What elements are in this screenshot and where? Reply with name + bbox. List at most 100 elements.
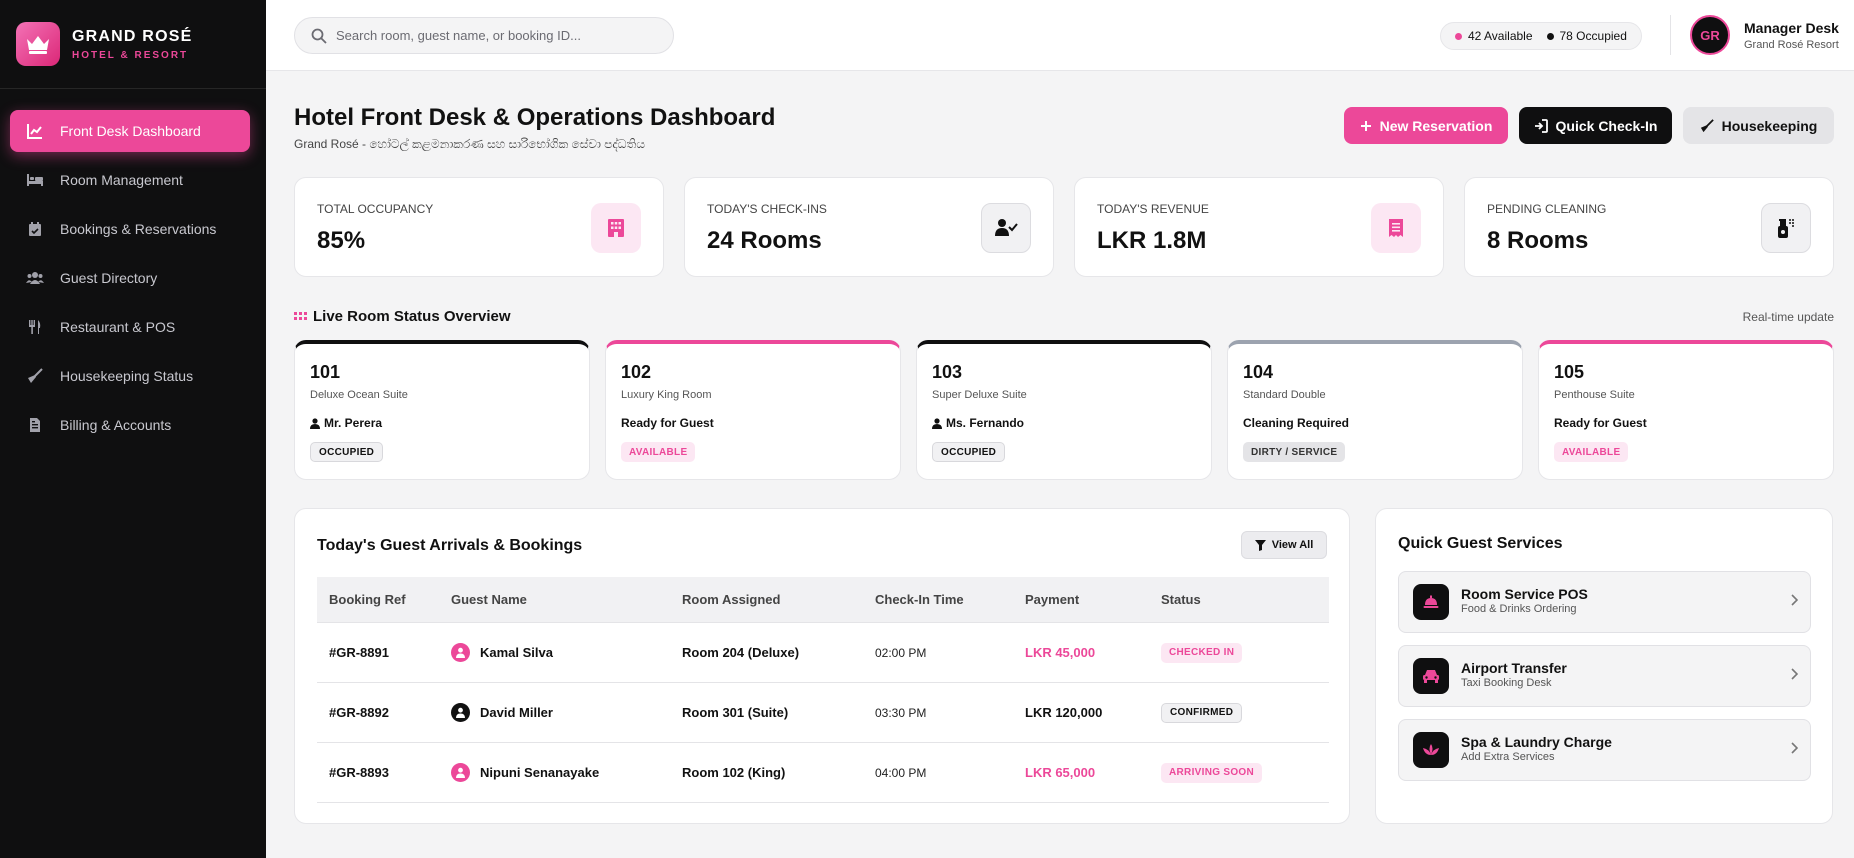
column-header: Room Assigned <box>682 592 781 607</box>
checkin-time: 03:30 PM <box>875 705 927 720</box>
room-number: 104 <box>1243 362 1274 382</box>
stat-label: Pending Cleaning <box>1487 202 1607 216</box>
service-name: Airport Transfer <box>1461 660 1567 676</box>
room-card-103[interactable]: 103 Super Deluxe Suite Ms. Fernando OCCU… <box>916 340 1212 480</box>
stat-value: 24 Rooms <box>707 227 822 254</box>
status-badge: OCCUPIED <box>932 442 1006 462</box>
occupied-count: 78 Occupied <box>1559 29 1627 43</box>
room-info: Ready for Guest <box>1554 416 1647 430</box>
stat-value: LKR 1.8M <box>1097 227 1207 254</box>
sidebar-item-restaurant-pos[interactable]: Restaurant & POS <box>10 306 250 348</box>
column-header: Check-In Time <box>875 592 964 607</box>
guest-name: David Miller <box>480 705 553 720</box>
new-reservation-button[interactable]: New Reservation <box>1344 107 1508 144</box>
room-card-101[interactable]: 101 Deluxe Ocean Suite Mr. Perera OCCUPI… <box>294 340 590 480</box>
hotel-building-icon <box>591 203 641 253</box>
stat-card-checkins: Today's Check-ins 24 Rooms <box>684 177 1054 277</box>
page-subtitle: Grand Rosé - හෝටල් කළමනාකරණ සහ සාරිභෝගික… <box>294 137 645 151</box>
stat-card-revenue: Today's Revenue LKR 1.8M <box>1074 177 1444 277</box>
grid-icon <box>294 312 307 321</box>
user-check-icon <box>981 203 1031 253</box>
sidebar-item-bookings-reservations[interactable]: Bookings & Reservations <box>10 208 250 250</box>
room-card-105[interactable]: 105 Penthouse Suite Ready for Guest AVAI… <box>1538 340 1834 480</box>
payment-amount: LKR 45,000 <box>1025 645 1096 660</box>
room-assigned: Room 204 (Deluxe) <box>682 645 800 660</box>
sidebar-item-guest-directory[interactable]: Guest Directory <box>10 257 250 299</box>
occupied-dot <box>1546 32 1554 40</box>
stat-card-occupancy: Total Occupancy 85% <box>294 177 664 277</box>
chart-line-icon <box>26 122 44 140</box>
booking-ref: #GR-8891 <box>329 645 389 660</box>
view-all-button[interactable]: View All <box>1241 531 1327 559</box>
page-title: Hotel Front Desk & Operations Dashboard <box>294 104 776 131</box>
table-row[interactable]: #GR-8892 David Miller Room 301 (Suite) 0… <box>317 683 1329 743</box>
top-bar: 42 Available 78 Occupied GR Manager Desk… <box>266 0 1854 71</box>
sidebar-item-label: Front Desk Dashboard <box>60 123 201 139</box>
booking-ref: #GR-8893 <box>329 765 389 780</box>
broom-icon <box>1700 118 1714 133</box>
guest-name: Nipuni Senanayake <box>480 765 600 780</box>
spray-bottle-icon <box>1761 203 1811 253</box>
broom-icon <box>26 367 44 385</box>
room-info: Mr. Perera <box>310 416 382 430</box>
service-room-service-pos[interactable]: Room Service POS Food & Drinks Ordering <box>1398 571 1811 633</box>
service-sub: Taxi Booking Desk <box>1461 677 1552 689</box>
users-icon <box>26 269 44 287</box>
guest-name: Kamal Silva <box>480 645 553 660</box>
chevron-right-icon <box>1790 668 1798 680</box>
stat-value: 85% <box>317 227 366 254</box>
sidebar: GRAND ROSÉ HOTEL & RESORT Front Desk Das… <box>0 0 266 858</box>
table-header: Booking Ref Guest Name Room Assigned Che… <box>317 577 1329 623</box>
search-input[interactable] <box>336 28 656 43</box>
search-icon <box>311 28 327 44</box>
room-type: Luxury King Room <box>621 389 712 401</box>
status-badge: DIRTY / SERVICE <box>1243 442 1346 462</box>
sidebar-item-label: Guest Directory <box>60 270 158 286</box>
sidebar-item-label: Housekeeping Status <box>60 368 194 384</box>
available-dot <box>1455 32 1462 40</box>
stat-label: Today's Revenue <box>1097 202 1209 216</box>
stat-value: 8 Rooms <box>1487 227 1589 254</box>
room-type: Deluxe Ocean Suite <box>310 389 408 401</box>
status-badge: AVAILABLE <box>621 442 696 462</box>
bookings-panel: Today's Guest Arrivals & Bookings View A… <box>294 508 1350 824</box>
sidebar-item-label: Room Management <box>60 172 183 188</box>
room-assigned: Room 102 (King) <box>682 765 786 780</box>
room-number: 102 <box>621 362 652 382</box>
status-badge: CONFIRMED <box>1161 702 1243 723</box>
room-card-104[interactable]: 104 Standard Double Cleaning Required DI… <box>1227 340 1523 480</box>
payment-amount: LKR 120,000 <box>1025 705 1103 720</box>
table-row[interactable]: #GR-8893 Nipuni Senanayake Room 102 (Kin… <box>317 743 1329 803</box>
sidebar-item-housekeeping-status[interactable]: Housekeeping Status <box>10 355 250 397</box>
room-card-102[interactable]: 102 Luxury King Room Ready for Guest AVA… <box>605 340 901 480</box>
quick-checkin-label: Quick Check-In <box>1555 117 1658 134</box>
room-info: Ms. Fernando <box>932 416 1024 430</box>
status-badge: AVAILABLE <box>1554 442 1629 462</box>
service-airport-transfer[interactable]: Airport Transfer Taxi Booking Desk <box>1398 645 1811 707</box>
sidebar-item-front-desk-dashboard[interactable]: Front Desk Dashboard <box>10 110 250 152</box>
sidebar-item-room-management[interactable]: Room Management <box>10 159 250 201</box>
service-name: Spa & Laundry Charge <box>1461 734 1612 750</box>
service-spa-laundry[interactable]: Spa & Laundry Charge Add Extra Services <box>1398 719 1811 781</box>
checkin-time: 02:00 PM <box>875 645 927 660</box>
stat-card-cleaning: Pending Cleaning 8 Rooms <box>1464 177 1834 277</box>
table-row[interactable]: #GR-8891 Kamal Silva Room 204 (Deluxe) 0… <box>317 623 1329 683</box>
services-title: Quick Guest Services <box>1398 535 1563 552</box>
user-circle-icon <box>451 763 470 782</box>
housekeeping-button[interactable]: Housekeeping <box>1683 107 1834 144</box>
column-header: Guest Name <box>451 592 527 607</box>
quick-checkin-button[interactable]: Quick Check-In <box>1519 107 1672 144</box>
avatar[interactable]: GR <box>1690 15 1730 55</box>
brand-subtitle: HOTEL & RESORT <box>72 49 189 61</box>
room-count-summary: 42 Available 78 Occupied <box>1440 22 1642 50</box>
user-icon <box>310 417 320 429</box>
stat-label: Today's Check-ins <box>707 202 827 216</box>
sidebar-item-label: Bookings & Reservations <box>60 221 217 237</box>
spa-lotus-icon <box>1413 732 1449 768</box>
utensils-icon <box>26 318 44 336</box>
user-circle-icon <box>451 643 470 662</box>
sidebar-item-billing-accounts[interactable]: Billing & Accounts <box>10 404 250 446</box>
checkin-time: 04:00 PM <box>875 765 927 780</box>
room-status-title: Live Room Status Overview <box>294 308 511 325</box>
user-info[interactable]: Manager Desk Grand Rosé Resort <box>1744 20 1839 51</box>
